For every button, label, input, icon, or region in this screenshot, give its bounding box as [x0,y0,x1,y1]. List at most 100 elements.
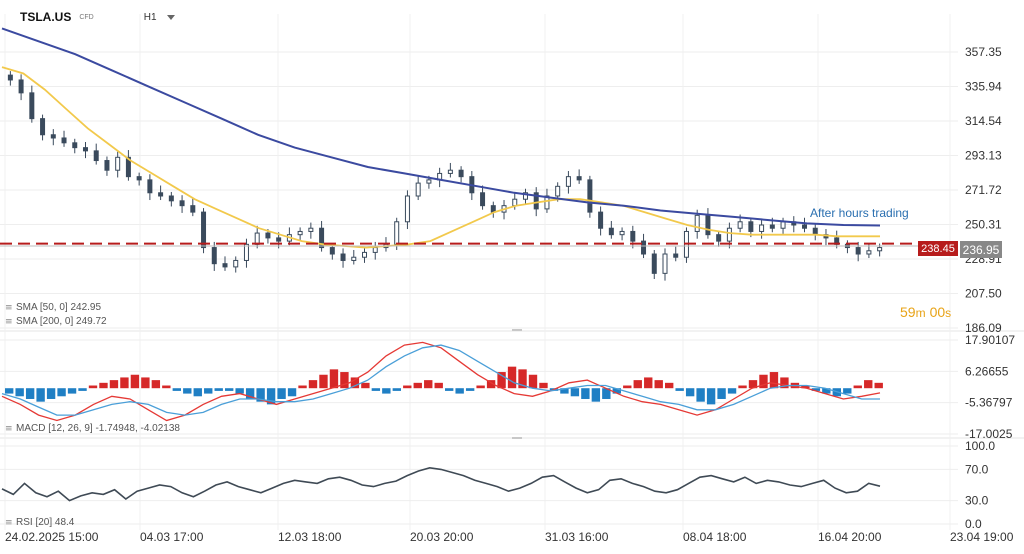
sma50-legend[interactable]: ≡ SMA [50, 0] 242.95 [5,302,101,313]
candle-body [82,147,88,152]
candle-body [40,118,46,136]
grid [0,14,958,530]
rsi-tick-label: 30.0 [965,494,989,508]
macd-histogram-bar [864,380,873,389]
macd-histogram-bar [130,374,140,389]
candle-body [673,253,679,258]
candle-body [340,253,346,261]
candle-body [211,247,217,265]
macd-histogram-bar [382,388,391,394]
candle-body [72,142,78,149]
candle-body [447,169,453,174]
candle-body [866,250,872,255]
candle-body [544,195,550,210]
price-tick-label: 357.35 [965,45,1002,59]
x-axis: 24.02.2025 15:00 04.03 17:00 12.03 18:00 20… [5,530,1014,544]
macd-histogram-bar [67,388,77,394]
timeframe-label[interactable]: H1 [143,11,157,23]
sma200-line [1,27,881,227]
candle-body [50,134,56,139]
timeframe-chevron-down-icon[interactable] [166,14,175,20]
macd-histogram-bar [329,369,339,389]
macd-histogram-bar [413,382,422,389]
macd-histogram-bar [780,377,789,389]
candle-body [168,195,174,202]
rsi-tick-label: 70.0 [965,462,989,476]
macd-histogram-bar [445,388,454,391]
countdown-minutes: 59 [900,304,916,320]
candle-body [115,156,121,171]
time-tick-label: 16.04 20:00 [818,530,882,544]
macd-histogram-bar [424,380,433,389]
candle-body [522,192,528,200]
macd-histogram-bar [245,388,255,399]
macd-histogram-bar [539,382,548,389]
macd-histogram-bar [319,374,328,389]
level-price-tag[interactable]: 238.45 [918,241,958,256]
last-price-tag[interactable]: 236.95 [960,241,1002,258]
candle-body [426,179,432,184]
candle-body [125,156,131,178]
after-hours-label: After hours trading [810,206,909,220]
macd-histogram-bar [350,377,360,389]
legend-menu-icon[interactable]: ≡ [5,303,13,313]
macd-legend[interactable]: ≡ MACD [12, 26, 9] -1.74948, -4.02138 [5,423,180,434]
macd-histogram-bar [486,380,496,389]
macd-tick-label: -17.0025 [965,427,1013,441]
candle-body [308,227,314,232]
level-price-tag-bg [918,241,958,256]
candle-body [179,200,185,207]
macd-histogram-bar [46,388,56,399]
macd-histogram-bar [256,388,265,402]
signal-line [1,344,880,416]
macd-histogram-bar [518,369,527,389]
candle-body [190,205,196,213]
macd-histogram-bar [748,380,758,389]
macd-histogram-bar [706,388,716,405]
candle-body [61,137,67,144]
rsi-legend[interactable]: ≡ RSI [20] 48.4 [5,517,75,528]
symbol-label[interactable]: TSLA.US [20,10,72,24]
macd-histogram-bar [465,388,475,391]
macd-histogram-bar [36,388,45,402]
macd-histogram-bar [455,388,464,394]
macd-histogram-bar [78,388,87,391]
chart-header: TSLA.US CFD H1 [20,10,183,24]
sma200-legend[interactable]: ≡ SMA [200, 0] 249.72 [5,316,107,327]
candle-body [608,227,614,236]
macd-histogram-bar [403,385,412,389]
macd-line [1,341,881,422]
candle-body [759,224,765,232]
symbol-sub-label: CFD [79,13,94,21]
macd-histogram-bar [371,388,381,391]
macd-histogram-bar [193,388,202,397]
time-tick-label: 23.04 19:00 [950,530,1014,544]
price-panel [0,27,958,281]
resize-handle[interactable] [512,437,522,439]
candle-body [93,150,99,162]
macd-histogram-bar [853,385,862,389]
macd-histogram-bar [298,385,307,389]
legend-menu-icon[interactable]: ≡ [5,317,13,327]
candle-body [694,214,700,232]
macd-histogram-bar [717,388,726,399]
candle-body [651,253,657,274]
macd-histogram-bar [88,385,98,389]
macd-histogram-bar [57,388,66,397]
resize-handle[interactable] [512,329,522,331]
candle-body [18,79,24,94]
legend-menu-icon[interactable]: ≡ [5,424,13,434]
legend-menu-icon[interactable]: ≡ [5,518,13,528]
macd-histogram-bar [434,382,443,389]
countdown-second-unit: s [945,306,951,320]
candle-body [136,176,142,181]
macd-histogram-bar [162,385,171,389]
candle-body [29,92,35,120]
candle-body [265,232,271,239]
candle-body [716,234,722,242]
time-tick-label: 31.03 16:00 [545,530,609,544]
macd-histogram-bar [235,388,244,394]
candle-body [641,240,647,255]
candle-body [329,247,335,255]
